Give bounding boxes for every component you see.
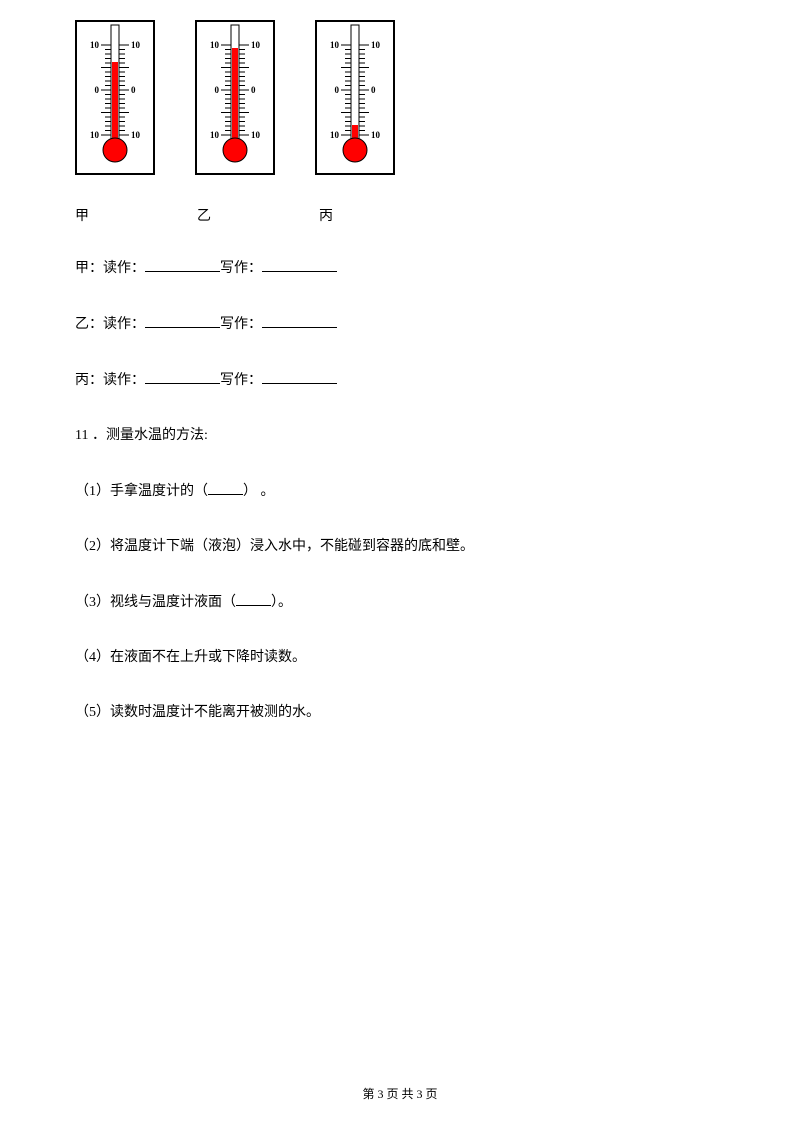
- text: 乙：读作：: [75, 317, 145, 332]
- svg-text:10: 10: [210, 130, 220, 140]
- blank-read[interactable]: [145, 311, 220, 328]
- text: ）。: [271, 595, 292, 610]
- text: （1）手拿温度计的（: [75, 484, 208, 499]
- svg-text:10: 10: [371, 40, 381, 50]
- text: （3）视线与温度计液面（: [75, 595, 236, 610]
- question-yi: 乙：读作： 写作：: [75, 311, 725, 337]
- label-yi: 乙: [197, 205, 227, 225]
- svg-text:0: 0: [251, 85, 256, 95]
- page-footer: 第 3 页 共 3 页: [0, 1085, 800, 1102]
- blank-read[interactable]: [145, 367, 220, 384]
- svg-text:10: 10: [371, 130, 381, 140]
- question-bing: 丙：读作： 写作：: [75, 367, 725, 393]
- q11-line4: （4）在液面不在上升或下降时读数。: [75, 645, 725, 670]
- thermometers-row: 10 10 0 0 10 10 10 10 0 0 10 10 10 10 0 0 10 10: [75, 20, 725, 180]
- blank-write[interactable]: [262, 311, 337, 328]
- svg-text:10: 10: [131, 130, 141, 140]
- thermometer-bing: 10 10 0 0 10 10: [315, 20, 395, 180]
- blank[interactable]: [208, 478, 243, 495]
- q11-title: 11 ．测量水温的方法:: [75, 423, 725, 448]
- q11-line3: （3）视线与温度计液面（ ）。: [75, 589, 725, 615]
- thermometer-labels: 甲 乙 丙: [75, 205, 725, 225]
- text: ） 。: [243, 484, 275, 499]
- svg-text:0: 0: [215, 85, 220, 95]
- svg-text:0: 0: [371, 85, 376, 95]
- label-bing: 丙: [319, 205, 349, 225]
- text: 丙：读作：: [75, 373, 145, 388]
- svg-text:10: 10: [251, 40, 261, 50]
- text: 写作：: [220, 317, 262, 332]
- thermometer-jia: 10 10 0 0 10 10: [75, 20, 155, 180]
- blank-read[interactable]: [145, 255, 220, 272]
- thermometer-yi: 10 10 0 0 10 10: [195, 20, 275, 180]
- svg-text:10: 10: [330, 40, 340, 50]
- q11-line1: （1）手拿温度计的（ ） 。: [75, 478, 725, 504]
- text: 甲：读作：: [75, 261, 145, 276]
- question-jia: 甲：读作： 写作：: [75, 255, 725, 281]
- blank-write[interactable]: [262, 367, 337, 384]
- svg-text:0: 0: [95, 85, 100, 95]
- q11-line5: （5）读数时温度计不能离开被测的水。: [75, 700, 725, 725]
- text: 写作：: [220, 373, 262, 388]
- svg-text:0: 0: [335, 85, 340, 95]
- blank-write[interactable]: [262, 255, 337, 272]
- q11-line2: （2）将温度计下端（液泡）浸入水中，不能碰到容器的底和壁。: [75, 534, 725, 559]
- svg-text:10: 10: [330, 130, 340, 140]
- svg-text:0: 0: [131, 85, 136, 95]
- text: 写作：: [220, 261, 262, 276]
- svg-text:10: 10: [210, 40, 220, 50]
- svg-text:10: 10: [131, 40, 141, 50]
- svg-text:10: 10: [251, 130, 261, 140]
- svg-text:10: 10: [90, 40, 100, 50]
- svg-text:10: 10: [90, 130, 100, 140]
- blank[interactable]: [236, 589, 271, 606]
- label-jia: 甲: [75, 205, 105, 225]
